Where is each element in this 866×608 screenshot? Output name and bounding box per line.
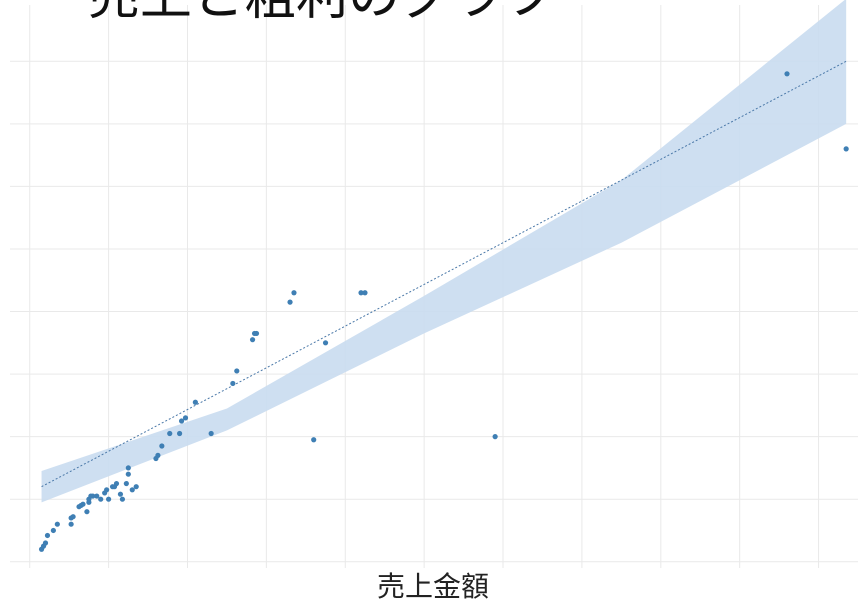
data-point	[322, 340, 329, 346]
data-point	[119, 496, 126, 502]
data-point	[167, 430, 173, 437]
points-layer	[38, 71, 849, 552]
data-point	[287, 299, 293, 305]
grid-layer	[10, 5, 858, 568]
data-point	[159, 443, 165, 449]
data-point	[44, 532, 51, 539]
data-point	[42, 540, 49, 546]
data-point	[90, 493, 96, 499]
data-point	[117, 491, 124, 497]
data-point	[492, 434, 498, 440]
data-point	[230, 380, 236, 387]
data-point	[177, 430, 183, 437]
x-axis-label: 売上金額	[377, 570, 489, 603]
data-point	[94, 493, 100, 499]
data-point	[251, 330, 258, 337]
data-point	[50, 527, 56, 534]
data-point	[84, 509, 90, 515]
data-point	[68, 521, 74, 527]
data-point	[843, 146, 849, 152]
data-point	[182, 415, 189, 421]
data-point	[784, 71, 790, 77]
data-point	[113, 480, 120, 487]
data-point	[70, 514, 76, 520]
confidence-band	[41, 0, 847, 503]
data-point	[192, 399, 198, 405]
data-point	[54, 521, 60, 527]
data-point	[155, 452, 161, 458]
data-point	[104, 487, 110, 493]
data-point	[291, 290, 297, 296]
data-point	[80, 501, 86, 507]
regression-line-layer	[41, 60, 847, 488]
data-point	[129, 487, 135, 493]
data-point	[133, 484, 139, 490]
data-point	[208, 430, 214, 437]
data-point	[106, 496, 112, 502]
data-point	[123, 480, 129, 487]
regression-line	[41, 60, 847, 488]
data-point	[362, 290, 368, 296]
data-point	[249, 337, 256, 343]
confidence-band-layer	[41, 0, 847, 503]
data-point	[311, 437, 317, 443]
data-point	[98, 496, 104, 502]
data-point	[358, 290, 364, 296]
data-point	[178, 418, 185, 424]
data-point	[125, 465, 131, 471]
chart-title: 売上と粗利のグラフ	[88, 0, 556, 27]
data-point	[125, 471, 131, 477]
data-point	[234, 368, 240, 374]
